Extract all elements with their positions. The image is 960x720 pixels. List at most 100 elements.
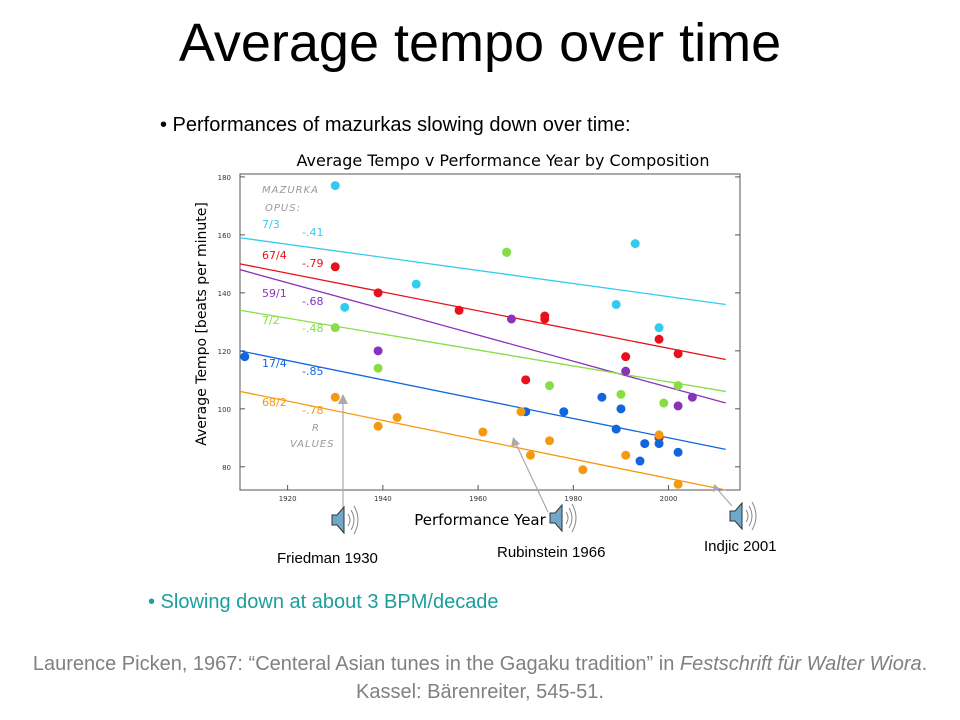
data-point	[673, 381, 683, 391]
data-point	[654, 430, 664, 440]
speaker-icon[interactable]	[331, 505, 359, 535]
data-point	[654, 323, 664, 333]
data-point	[521, 375, 531, 385]
data-point	[411, 279, 421, 289]
legend-r-value: -.78	[302, 404, 323, 417]
legend-footer: R	[312, 423, 320, 434]
legend-series-label: 59/1	[262, 287, 287, 300]
bullet-slowing: • Slowing down at about 3 BPM/decade	[148, 591, 499, 613]
data-point	[621, 450, 631, 460]
data-point	[578, 465, 588, 475]
data-point	[373, 346, 383, 356]
fit-line	[239, 309, 726, 393]
data-point	[640, 439, 650, 449]
citation-title: Festschrift für Walter Wiora	[679, 653, 922, 675]
legend-series-label: 67/4	[262, 249, 287, 262]
pointer-indjic-head	[713, 484, 720, 492]
data-point	[597, 392, 607, 402]
data-point	[654, 439, 664, 449]
x-tick-label: 1940	[374, 495, 392, 503]
y-tick-label: 140	[218, 290, 231, 298]
speaker-icon[interactable]	[549, 503, 577, 533]
data-point	[340, 302, 350, 312]
data-point	[611, 424, 621, 434]
legend-series-label: 7/2	[262, 314, 280, 327]
legend-r-value: -.79	[302, 257, 323, 270]
regression-lines	[239, 237, 726, 491]
x-axis-label: Performance Year	[414, 511, 546, 529]
pointer-indjic	[717, 489, 733, 507]
legend-heading: MAZURKA	[262, 185, 319, 196]
x-tick-label: 1960	[469, 495, 487, 503]
fit-line	[239, 269, 726, 404]
data-point	[673, 447, 683, 457]
fit-line	[239, 263, 726, 361]
data-point	[673, 401, 683, 411]
data-point	[540, 314, 550, 324]
recording-label-rubinstein: Rubinstein 1966	[497, 544, 606, 561]
recording-label-indjic: Indjic 2001	[704, 538, 777, 555]
y-tick-label: 100	[218, 406, 231, 414]
legend-r-value: -.68	[302, 295, 323, 308]
plot-frame	[239, 173, 741, 491]
chart-title: Average Tempo v Performance Year by Comp…	[297, 151, 710, 170]
slide-title: Average tempo over time	[178, 13, 782, 73]
data-point	[330, 181, 340, 191]
data-point	[516, 407, 526, 417]
fit-line	[239, 237, 726, 306]
fit-line	[239, 390, 726, 491]
y-tick-label: 160	[218, 232, 231, 240]
x-tick-label: 1920	[279, 495, 297, 503]
citation-part1: Laurence Picken, 1967: “Centeral Asian t…	[32, 653, 680, 675]
data-point	[240, 352, 250, 362]
legend-r-value: -.41	[302, 226, 323, 239]
data-point	[454, 305, 464, 315]
pointer-rubinstein	[515, 443, 549, 513]
data-point	[373, 421, 383, 431]
data-point	[330, 262, 340, 272]
data-point	[687, 392, 697, 402]
data-point	[559, 407, 569, 417]
x-tick-label: 2000	[660, 495, 678, 503]
data-point	[611, 299, 621, 309]
data-point	[654, 334, 664, 344]
legend-series-label: 7/3	[262, 218, 280, 231]
legend-r-value: -.85	[302, 365, 323, 378]
speaker-icon[interactable]	[729, 501, 757, 531]
data-point	[392, 413, 402, 423]
legend-series-label: 68/2	[262, 396, 287, 409]
legend-series-label: 17/4	[262, 357, 287, 370]
data-point	[616, 389, 626, 399]
data-point	[616, 404, 626, 414]
data-point	[659, 398, 669, 408]
bullet-performances: • Performances of mazurkas slowing down …	[160, 114, 631, 136]
legend: MAZURKA OPUS: 7/3 -.41 67/4 -.79 59/1 -.68 7/2 -.…	[262, 185, 335, 450]
legend-heading: OPUS:	[265, 203, 301, 214]
data-point	[673, 349, 683, 359]
data-point	[330, 392, 340, 402]
data-point	[502, 247, 512, 257]
y-axis-ticks: 80 100 120 140 160 180	[218, 174, 740, 472]
data-point	[545, 436, 555, 446]
y-tick-label: 120	[218, 348, 231, 356]
y-tick-label: 80	[222, 464, 231, 472]
legend-r-value: -.48	[302, 322, 323, 335]
data-point	[630, 239, 640, 249]
data-point	[525, 450, 535, 460]
citation-part2: . Kassel: Bärenreiter, 545-51.	[356, 653, 928, 703]
y-axis-label: Average Tempo [beats per minute]	[194, 202, 210, 446]
citation: Laurence Picken, 1967: “Centeral Asian t…	[20, 650, 940, 706]
data-point	[621, 366, 631, 376]
recording-label-friedman: Friedman 1930	[277, 550, 378, 567]
data-point	[478, 427, 488, 437]
data-point	[635, 456, 645, 466]
pointer-rubinstein-head	[511, 437, 520, 447]
legend-footer: VALUES	[290, 439, 335, 450]
x-tick-label: 1980	[564, 495, 582, 503]
pointer-friedman-head	[338, 394, 348, 404]
data-point	[373, 363, 383, 373]
data-point	[621, 352, 631, 362]
data-point	[330, 323, 340, 333]
data-point	[506, 314, 516, 324]
